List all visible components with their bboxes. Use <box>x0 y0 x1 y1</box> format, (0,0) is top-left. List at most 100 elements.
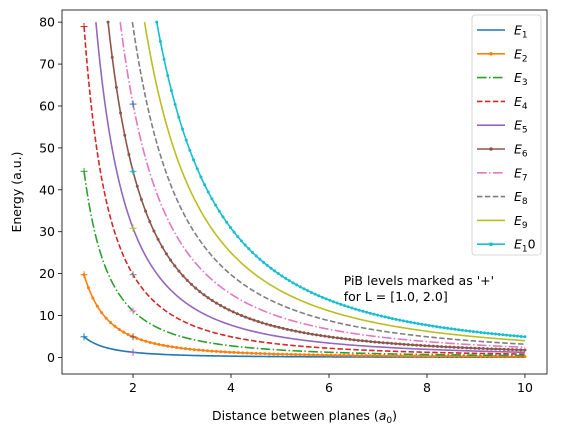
series-marker-e10 <box>409 320 413 324</box>
pib-level-marker <box>129 100 137 108</box>
series-marker-e10 <box>328 298 332 302</box>
series-marker-e10 <box>262 260 266 264</box>
series-marker-e2 <box>86 286 90 290</box>
series-marker-e6 <box>177 269 181 273</box>
series-marker-e6 <box>144 209 148 213</box>
series-marker-e10 <box>486 331 490 335</box>
y-tick-label: 0 <box>47 350 55 365</box>
series-marker-e10 <box>412 321 416 325</box>
series-marker-e2 <box>329 353 333 357</box>
series-marker-e6 <box>427 344 431 348</box>
series-marker-e10 <box>324 297 328 301</box>
series-marker-e10 <box>350 306 354 310</box>
series-marker-e10 <box>379 314 383 318</box>
series-marker-e6 <box>202 293 206 297</box>
series-marker-e10 <box>177 115 181 119</box>
series-marker-e6 <box>465 346 469 350</box>
series-marker-e10 <box>306 289 310 293</box>
x-axis-label: Distance between planes (a0) <box>212 408 397 426</box>
series-marker-e2 <box>298 353 302 357</box>
legend-label: E6 <box>514 142 528 160</box>
series-marker-e10 <box>383 315 387 319</box>
series-marker-e6 <box>219 304 223 308</box>
series-marker-e2 <box>280 352 284 356</box>
series-marker-e6 <box>306 331 310 335</box>
series-marker-e10 <box>295 283 299 287</box>
series-marker-e10 <box>181 127 184 131</box>
series-marker-e10 <box>357 308 361 312</box>
series-marker-e6 <box>423 344 427 348</box>
series-marker-e2 <box>228 350 232 354</box>
series-marker-e6 <box>419 343 423 347</box>
series-marker-e6 <box>189 282 193 286</box>
series-marker-e10 <box>331 300 335 304</box>
series-line-e7 <box>119 22 525 349</box>
series-marker-e10 <box>405 320 409 324</box>
series-marker-e6 <box>302 331 306 335</box>
y-tick-label: 60 <box>39 98 55 113</box>
series-marker-e10 <box>519 334 523 338</box>
series-marker-e2 <box>382 354 386 358</box>
series-marker-e2 <box>404 354 408 358</box>
series-marker-e6 <box>444 345 448 349</box>
series-marker-e10 <box>320 295 324 299</box>
series-marker-e2 <box>153 342 157 346</box>
series-marker-e2 <box>206 349 209 353</box>
series-line-e3 <box>83 171 525 357</box>
legend-label: E9 <box>514 213 528 231</box>
legend-label: E10 <box>514 237 536 255</box>
series-marker-e6 <box>310 332 314 336</box>
series-marker-e6 <box>494 347 498 351</box>
legend-item-e3: E3 <box>477 70 528 88</box>
series-marker-e10 <box>453 327 457 331</box>
series-marker-e10 <box>508 333 512 337</box>
series-marker-e2 <box>391 354 395 358</box>
series-marker-e10 <box>468 329 472 333</box>
series-marker-e10 <box>368 311 372 315</box>
series-marker-e10 <box>401 319 405 323</box>
legend-box <box>471 14 542 256</box>
series-marker-e6 <box>264 322 268 326</box>
series-marker-e6 <box>106 20 110 24</box>
series-marker-e2 <box>197 348 201 352</box>
series-marker-e10 <box>250 250 254 254</box>
series-marker-e2 <box>166 344 170 348</box>
series-line-e1 <box>83 336 525 359</box>
series-marker-e2 <box>100 311 104 315</box>
series-marker-e2 <box>360 354 364 358</box>
series-marker-e6 <box>269 323 273 327</box>
legend-label: E4 <box>514 94 528 112</box>
series-marker-e2 <box>426 354 430 358</box>
series-marker-e2 <box>307 353 311 357</box>
series-line-e8 <box>131 22 525 346</box>
series-marker-e2 <box>316 353 320 357</box>
legend-item-e6: E6 <box>477 142 528 160</box>
series-marker-e10 <box>372 312 376 316</box>
series-marker-e10 <box>265 263 269 267</box>
series-marker-e6 <box>260 321 264 325</box>
series-marker-e2 <box>192 348 196 352</box>
series-marker-e6 <box>415 343 419 347</box>
series-marker-e6 <box>381 341 385 345</box>
series-marker-e6 <box>348 337 352 341</box>
series-marker-e6 <box>123 133 127 137</box>
series-marker-e10 <box>239 239 243 243</box>
series-marker-e2 <box>144 339 148 343</box>
series-marker-e10 <box>424 323 428 327</box>
series-marker-e10 <box>195 167 199 171</box>
series-marker-e2 <box>386 354 390 358</box>
pib-level-marker <box>129 224 137 232</box>
series-marker-e10 <box>276 272 280 276</box>
series-marker-e10 <box>431 324 435 328</box>
legend-swatch-marker <box>489 147 493 151</box>
series-marker-e2 <box>263 352 267 356</box>
series-marker-e6 <box>360 339 364 343</box>
series-marker-e2 <box>161 343 165 347</box>
series-marker-e6 <box>227 308 231 312</box>
series-marker-e6 <box>510 348 514 352</box>
x-tick-label: 8 <box>423 380 431 395</box>
annotation-line: PiB levels marked as '+' <box>344 273 494 288</box>
series-marker-e2 <box>179 346 183 350</box>
series-marker-e10 <box>438 325 442 329</box>
series-marker-e6 <box>185 278 189 282</box>
